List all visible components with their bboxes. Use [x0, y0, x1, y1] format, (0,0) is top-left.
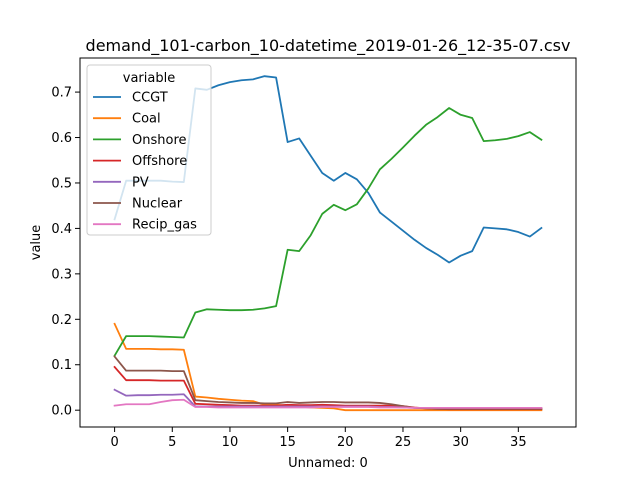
- y-tick-label: 0.6: [51, 131, 72, 146]
- y-tick-label: 0.7: [51, 86, 72, 101]
- legend-label: PV: [132, 175, 149, 190]
- series-line-recip-gas: [113, 398, 543, 409]
- plot-frame: [79, 57, 577, 428]
- chart-title: demand_101-carbon_10-datetime_2019-01-26…: [86, 36, 571, 56]
- legend-title: variable: [123, 71, 175, 86]
- y-tick-label: 0.0: [51, 404, 72, 419]
- series-line-coal: [113, 322, 543, 412]
- x-tick-label: 25: [395, 435, 412, 450]
- legend-items: CCGT Coal Onshore Offshore PV Nuclear Recip_ga…: [93, 91, 197, 233]
- legend-label: Recip_gas: [132, 218, 197, 233]
- legend-label: Onshore: [132, 133, 187, 148]
- x-tick-label: 10: [222, 435, 239, 450]
- legend-label: CCGT: [132, 91, 168, 106]
- y-tick-label: 0.5: [51, 176, 72, 191]
- x-tick-label: 35: [510, 435, 527, 450]
- x-tick-label: 5: [168, 435, 176, 450]
- series-line-nuclear: [113, 355, 543, 410]
- y-tick-label: 0.1: [51, 358, 72, 373]
- x-tick-label: 20: [337, 435, 354, 450]
- legend-label: Nuclear: [132, 197, 183, 212]
- legend-box: [86, 64, 212, 236]
- legend-label: Offshore: [132, 154, 187, 169]
- x-axis-label: Unnamed: 0: [288, 456, 368, 471]
- y-tick-label: 0.4: [51, 222, 72, 237]
- x-axis: 0 5 10 15 20 25 30 35: [110, 427, 527, 450]
- y-axis-label: value: [29, 225, 44, 261]
- x-tick-label: 15: [279, 435, 296, 450]
- y-tick-label: 0.3: [51, 267, 72, 282]
- legend-label: Coal: [132, 112, 161, 127]
- y-tick-label: 0.2: [51, 313, 72, 328]
- legend: variable CCGT Coal Onshore Offshore PV Nuclea…: [86, 64, 212, 236]
- x-tick-label: 30: [452, 435, 469, 450]
- x-tick-label: 0: [110, 435, 118, 450]
- y-axis: 0.0 0.1 0.2 0.3 0.4 0.5 0.6 0.7: [51, 86, 80, 419]
- series-line-onshore: [113, 107, 543, 357]
